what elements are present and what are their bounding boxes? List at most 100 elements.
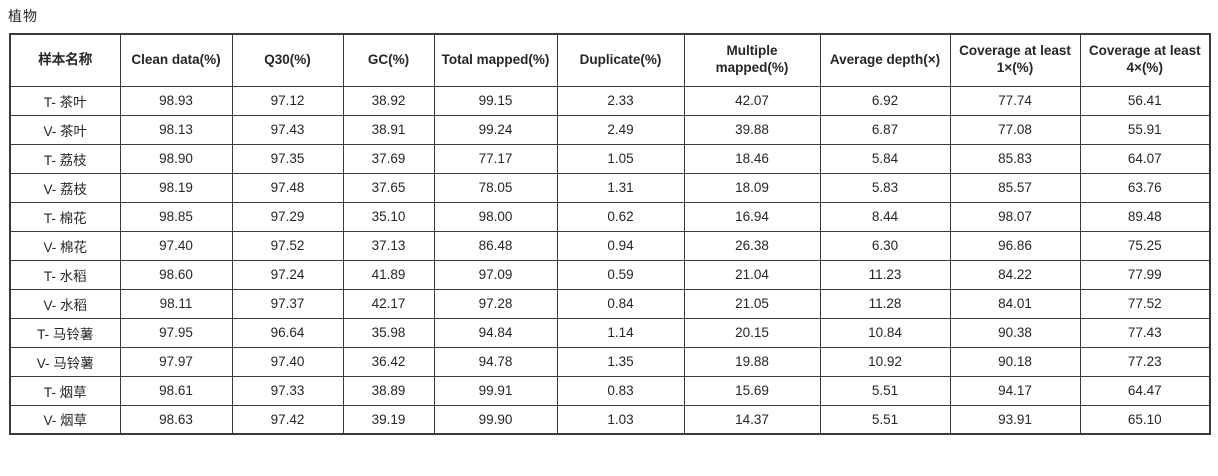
value-cell: 75.25 bbox=[1079, 230, 1211, 261]
value-cell: 37.65 bbox=[342, 172, 435, 203]
value-cell: 38.89 bbox=[342, 375, 435, 406]
value-cell: 15.69 bbox=[683, 375, 821, 406]
sample-name-cell: T- 荔枝 bbox=[9, 143, 121, 174]
value-cell: 0.84 bbox=[556, 288, 685, 319]
value-cell: 6.30 bbox=[819, 230, 951, 261]
table-row: T- 烟草 98.61 97.33 38.89 99.91 0.83 15.69 5.51 94… bbox=[9, 375, 1211, 406]
value-cell: 98.60 bbox=[119, 259, 233, 290]
table-header-row: 样本名称 Clean data(%) Q30(%) GC(%) Total mapped… bbox=[9, 33, 1211, 87]
value-cell: 35.10 bbox=[342, 201, 435, 232]
value-cell: 77.52 bbox=[1079, 288, 1211, 319]
value-cell: 93.91 bbox=[949, 404, 1081, 435]
value-cell: 55.91 bbox=[1079, 114, 1211, 145]
sample-name-cell: V- 烟草 bbox=[9, 404, 121, 435]
value-cell: 97.12 bbox=[231, 85, 344, 116]
table-row: T- 水稻 98.60 97.24 41.89 97.09 0.59 21.04 11.23 8… bbox=[9, 259, 1211, 290]
sample-name-cell: T- 茶叶 bbox=[9, 85, 121, 116]
value-cell: 1.35 bbox=[556, 346, 685, 377]
value-cell: 98.61 bbox=[119, 375, 233, 406]
value-cell: 77.99 bbox=[1079, 259, 1211, 290]
value-cell: 94.17 bbox=[949, 375, 1081, 406]
value-cell: 1.14 bbox=[556, 317, 685, 348]
value-cell: 99.90 bbox=[433, 404, 558, 435]
value-cell: 97.33 bbox=[231, 375, 344, 406]
value-cell: 5.83 bbox=[819, 172, 951, 203]
sample-name-cell: V- 马铃薯 bbox=[9, 346, 121, 377]
value-cell: 98.00 bbox=[433, 201, 558, 232]
column-header: Clean data(%) bbox=[119, 33, 233, 87]
sample-name-cell: T- 马铃薯 bbox=[9, 317, 121, 348]
value-cell: 85.57 bbox=[949, 172, 1081, 203]
value-cell: 97.28 bbox=[433, 288, 558, 319]
table-row: V- 马铃薯 97.97 97.40 36.42 94.78 1.35 19.88 10.92… bbox=[9, 346, 1211, 377]
value-cell: 10.84 bbox=[819, 317, 951, 348]
value-cell: 35.98 bbox=[342, 317, 435, 348]
sample-name-cell: T- 烟草 bbox=[9, 375, 121, 406]
value-cell: 38.91 bbox=[342, 114, 435, 145]
value-cell: 63.76 bbox=[1079, 172, 1211, 203]
value-cell: 97.40 bbox=[231, 346, 344, 377]
value-cell: 37.69 bbox=[342, 143, 435, 174]
value-cell: 6.92 bbox=[819, 85, 951, 116]
sample-name-cell: T- 水稻 bbox=[9, 259, 121, 290]
value-cell: 97.52 bbox=[231, 230, 344, 261]
value-cell: 65.10 bbox=[1079, 404, 1211, 435]
value-cell: 14.37 bbox=[683, 404, 821, 435]
table-row: T- 荔枝 98.90 97.35 37.69 77.17 1.05 18.46 5.84 85… bbox=[9, 143, 1211, 174]
value-cell: 98.90 bbox=[119, 143, 233, 174]
value-cell: 19.88 bbox=[683, 346, 821, 377]
value-cell: 10.92 bbox=[819, 346, 951, 377]
column-header: GC(%) bbox=[342, 33, 435, 87]
value-cell: 0.94 bbox=[556, 230, 685, 261]
value-cell: 97.42 bbox=[231, 404, 344, 435]
value-cell: 2.33 bbox=[556, 85, 685, 116]
value-cell: 99.15 bbox=[433, 85, 558, 116]
value-cell: 42.17 bbox=[342, 288, 435, 319]
value-cell: 99.24 bbox=[433, 114, 558, 145]
value-cell: 6.87 bbox=[819, 114, 951, 145]
value-cell: 94.78 bbox=[433, 346, 558, 377]
table-row: T- 马铃薯 97.95 96.64 35.98 94.84 1.14 20.15 10.84… bbox=[9, 317, 1211, 348]
value-cell: 38.92 bbox=[342, 85, 435, 116]
sample-name-cell: V- 棉花 bbox=[9, 230, 121, 261]
value-cell: 11.28 bbox=[819, 288, 951, 319]
value-cell: 39.19 bbox=[342, 404, 435, 435]
value-cell: 84.22 bbox=[949, 259, 1081, 290]
value-cell: 39.88 bbox=[683, 114, 821, 145]
value-cell: 26.38 bbox=[683, 230, 821, 261]
value-cell: 20.15 bbox=[683, 317, 821, 348]
samples-qc-table: 样本名称 Clean data(%) Q30(%) GC(%) Total mapped… bbox=[9, 33, 1211, 435]
column-header: Duplicate(%) bbox=[556, 33, 685, 87]
value-cell: 77.08 bbox=[949, 114, 1081, 145]
value-cell: 86.48 bbox=[433, 230, 558, 261]
value-cell: 0.62 bbox=[556, 201, 685, 232]
table-body: T- 茶叶 98.93 97.12 38.92 99.15 2.33 42.07 6.92 77… bbox=[9, 85, 1211, 435]
value-cell: 98.85 bbox=[119, 201, 233, 232]
value-cell: 77.23 bbox=[1079, 346, 1211, 377]
value-cell: 18.46 bbox=[683, 143, 821, 174]
value-cell: 78.05 bbox=[433, 172, 558, 203]
value-cell: 97.35 bbox=[231, 143, 344, 174]
value-cell: 97.95 bbox=[119, 317, 233, 348]
value-cell: 98.63 bbox=[119, 404, 233, 435]
column-header: Coverage at least 4×(%) bbox=[1079, 33, 1211, 87]
column-header: Average depth(×) bbox=[819, 33, 951, 87]
value-cell: 64.07 bbox=[1079, 143, 1211, 174]
value-cell: 97.40 bbox=[119, 230, 233, 261]
value-cell: 64.47 bbox=[1079, 375, 1211, 406]
column-header: Multiple mapped(%) bbox=[683, 33, 821, 87]
value-cell: 97.37 bbox=[231, 288, 344, 319]
value-cell: 97.24 bbox=[231, 259, 344, 290]
value-cell: 97.97 bbox=[119, 346, 233, 377]
value-cell: 85.83 bbox=[949, 143, 1081, 174]
sample-name-cell: V- 荔枝 bbox=[9, 172, 121, 203]
value-cell: 16.94 bbox=[683, 201, 821, 232]
value-cell: 89.48 bbox=[1079, 201, 1211, 232]
column-header: Total mapped(%) bbox=[433, 33, 558, 87]
value-cell: 1.03 bbox=[556, 404, 685, 435]
value-cell: 99.91 bbox=[433, 375, 558, 406]
value-cell: 1.05 bbox=[556, 143, 685, 174]
value-cell: 77.43 bbox=[1079, 317, 1211, 348]
table-row: V- 荔枝 98.19 97.48 37.65 78.05 1.31 18.09 5.83 85… bbox=[9, 172, 1211, 203]
